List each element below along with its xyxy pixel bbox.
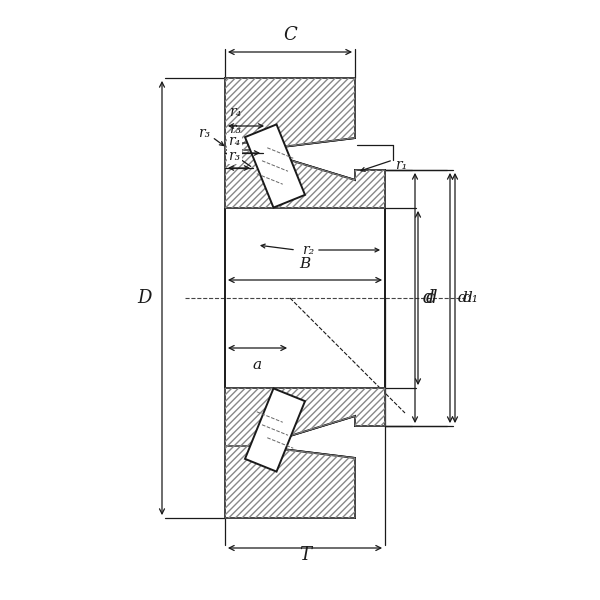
Text: T: T bbox=[299, 546, 311, 564]
Text: r₄: r₄ bbox=[229, 105, 241, 119]
Text: d₁: d₁ bbox=[458, 291, 474, 305]
Text: r₂: r₂ bbox=[302, 243, 314, 257]
Polygon shape bbox=[245, 124, 305, 208]
Text: r₃: r₃ bbox=[198, 126, 210, 140]
Polygon shape bbox=[225, 78, 355, 150]
Text: d: d bbox=[426, 289, 437, 307]
Polygon shape bbox=[225, 150, 385, 208]
Text: d₁: d₁ bbox=[463, 291, 479, 305]
Polygon shape bbox=[225, 388, 385, 446]
Text: r₁: r₁ bbox=[395, 158, 407, 172]
Text: r₄: r₄ bbox=[228, 134, 240, 148]
Text: C: C bbox=[283, 26, 297, 44]
Text: r₃: r₃ bbox=[228, 149, 240, 163]
Text: D: D bbox=[137, 289, 152, 307]
Polygon shape bbox=[245, 388, 305, 472]
Polygon shape bbox=[225, 446, 355, 518]
Text: d: d bbox=[423, 289, 434, 307]
Text: a: a bbox=[253, 358, 262, 372]
Text: r₃: r₃ bbox=[229, 122, 241, 136]
Text: B: B bbox=[299, 257, 311, 271]
